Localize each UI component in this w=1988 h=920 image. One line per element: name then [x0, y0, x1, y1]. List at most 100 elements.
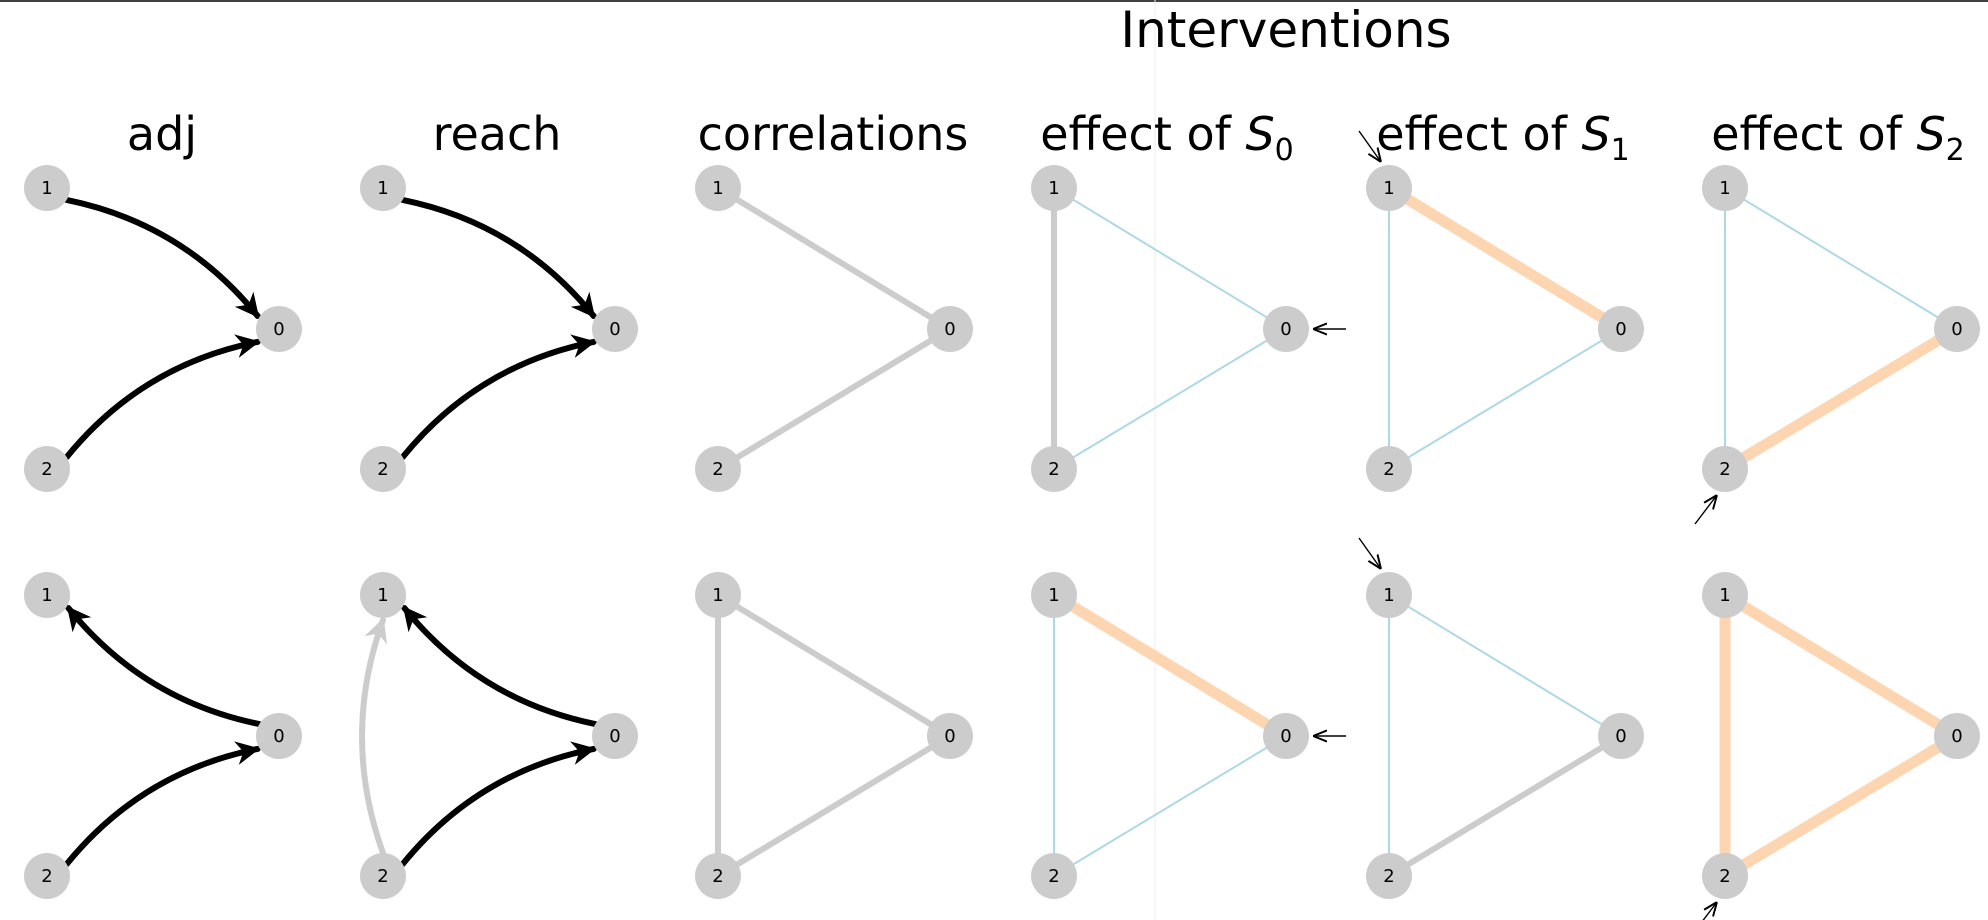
intervention-markers [1313, 130, 1717, 920]
column-titles: adj reach correlations effect of S0 effect o… [127, 107, 1965, 168]
correlation-edge [716, 592, 952, 739]
node-label-2: 2 [1383, 866, 1394, 887]
node-label-2: 2 [1383, 459, 1394, 480]
node-label-1: 1 [1719, 585, 1730, 606]
column-title-2: reach [433, 107, 562, 161]
node-0 [256, 713, 302, 759]
node-label-1: 1 [1048, 178, 1059, 199]
node-label-0: 0 [944, 726, 955, 747]
correlation-edge [716, 326, 952, 472]
node-label-2: 2 [41, 459, 52, 480]
column-title-5: effect of S1 [1376, 107, 1630, 168]
node-label-2: 2 [1719, 866, 1730, 887]
figure-title: Interventions [1120, 1, 1451, 59]
reach-edge [401, 604, 599, 728]
effect-edge [1386, 183, 1624, 334]
node-label-0: 0 [944, 319, 955, 340]
correlation-edge [716, 185, 952, 332]
column-title-6: effect of S2 [1711, 107, 1965, 168]
adj-edge [63, 334, 261, 461]
node-2 [1031, 853, 1077, 899]
node-label-0: 0 [1615, 319, 1626, 340]
node-0 [1263, 306, 1309, 352]
node-2 [360, 446, 406, 492]
node-2 [1366, 853, 1412, 899]
node-label-1: 1 [41, 178, 52, 199]
node-label-0: 0 [1951, 726, 1962, 747]
node-1 [360, 165, 406, 211]
node-1 [24, 165, 70, 211]
reach-edge [399, 334, 597, 461]
node-label-2: 2 [712, 459, 723, 480]
intervention-arrow [1694, 495, 1717, 525]
adj-edge [63, 741, 261, 868]
node-2 [360, 853, 406, 899]
effect-edge [1388, 328, 1622, 470]
node-label-0: 0 [1951, 319, 1962, 340]
reach-edge [399, 741, 597, 868]
effect-edge [1053, 735, 1287, 877]
effect-edge [1724, 187, 1958, 330]
node-0 [927, 306, 973, 352]
adj-edge [65, 604, 263, 728]
column-title-3: correlations [698, 107, 969, 161]
node-label-1: 1 [41, 585, 52, 606]
node-1 [695, 165, 741, 211]
node-label-0: 0 [273, 319, 284, 340]
node-0 [256, 306, 302, 352]
column-title-4: effect of S0 [1040, 107, 1294, 168]
node-2 [24, 853, 70, 899]
correlation-edge [716, 733, 952, 879]
effect-edge [1387, 733, 1623, 879]
node-label-0: 0 [1280, 319, 1291, 340]
reach-edge [359, 617, 387, 856]
node-label-1: 1 [377, 178, 388, 199]
effect-edge [1388, 594, 1622, 737]
node-1 [24, 572, 70, 618]
nodes-layer: 0 1 2 0 1 2 0 1 2 0 1 2 0 1 2 0 1 2 0 1 2 0 1 2 0 1 2 0 1 2 0 1 2 0 1 2 [24, 165, 1980, 899]
adj-edge [63, 196, 261, 320]
node-label-0: 0 [1280, 726, 1291, 747]
node-label-1: 1 [1719, 178, 1730, 199]
edges-layer [63, 183, 1960, 881]
node-label-1: 1 [712, 585, 723, 606]
node-2 [1366, 446, 1412, 492]
node-1 [1702, 165, 1748, 211]
node-label-1: 1 [712, 178, 723, 199]
node-2 [24, 446, 70, 492]
reach-edge [399, 196, 597, 320]
node-label-1: 1 [377, 585, 388, 606]
node-1 [1031, 165, 1077, 211]
node-1 [695, 572, 741, 618]
node-0 [1598, 713, 1644, 759]
column-title-1: adj [127, 107, 197, 161]
node-label-1: 1 [1383, 585, 1394, 606]
effect-edge [1051, 590, 1289, 741]
node-0 [927, 713, 973, 759]
node-0 [1934, 713, 1980, 759]
effect-edge [1053, 328, 1287, 470]
node-label-2: 2 [1048, 866, 1059, 887]
node-0 [592, 306, 638, 352]
node-label-0: 0 [273, 726, 284, 747]
node-0 [1934, 306, 1980, 352]
node-2 [1031, 446, 1077, 492]
node-label-2: 2 [712, 866, 723, 887]
node-label-1: 1 [1048, 585, 1059, 606]
node-label-0: 0 [1615, 726, 1626, 747]
node-1 [1366, 572, 1412, 618]
node-label-2: 2 [377, 459, 388, 480]
node-1 [360, 572, 406, 618]
node-label-1: 1 [1383, 178, 1394, 199]
node-label-2: 2 [377, 866, 388, 887]
effect-edge [1722, 324, 1960, 474]
effect-edge [1053, 187, 1287, 330]
node-2 [1702, 853, 1748, 899]
node-label-2: 2 [1719, 459, 1730, 480]
intervention-arrow [1702, 902, 1717, 920]
node-label-0: 0 [609, 319, 620, 340]
node-2 [695, 446, 741, 492]
node-label-2: 2 [1048, 459, 1059, 480]
effect-edge [1722, 731, 1960, 881]
